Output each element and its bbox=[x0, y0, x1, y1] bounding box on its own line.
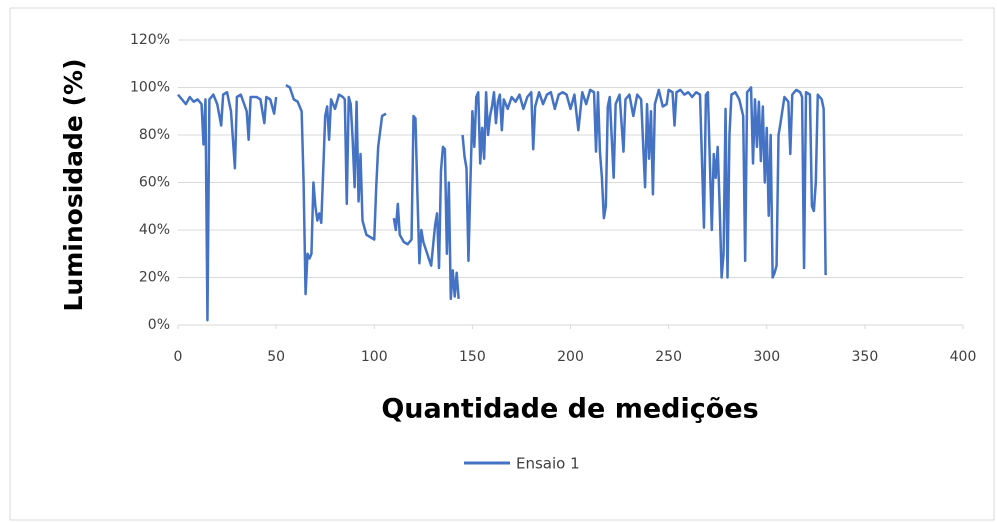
x-tick-label: 200 bbox=[557, 349, 584, 365]
x-tick-label: 50 bbox=[267, 349, 285, 365]
y-axis-title: Luminosidade (%) bbox=[59, 59, 88, 312]
legend-label: Ensaio 1 bbox=[516, 455, 580, 473]
x-tick-label: 250 bbox=[655, 349, 682, 365]
data-line bbox=[177, 84, 827, 322]
x-tick-label: 300 bbox=[753, 349, 780, 365]
x-tick-label: 0 bbox=[174, 349, 183, 365]
y-tick-label: 80% bbox=[139, 127, 170, 143]
chart-border bbox=[9, 7, 995, 521]
x-axis-title: Quantidade de medições bbox=[381, 394, 758, 425]
x-tick-label: 150 bbox=[459, 349, 486, 365]
plot bbox=[177, 84, 827, 322]
y-tick-label: 60% bbox=[139, 175, 170, 191]
y-tick-label: 0% bbox=[148, 317, 170, 333]
y-tick-label: 100% bbox=[130, 80, 170, 96]
x-tick-label: 350 bbox=[852, 349, 879, 365]
y-tick-label: 120% bbox=[130, 32, 170, 48]
x-tick-label: 100 bbox=[361, 349, 388, 365]
y-tick-label: 40% bbox=[139, 222, 170, 238]
y-tick-label: 20% bbox=[139, 270, 170, 286]
grid: 0% 20% 40% 60% 80% 100% 120% 0 50 100 150 200 250 300… bbox=[130, 32, 976, 365]
x-tick-label: 400 bbox=[950, 349, 977, 365]
